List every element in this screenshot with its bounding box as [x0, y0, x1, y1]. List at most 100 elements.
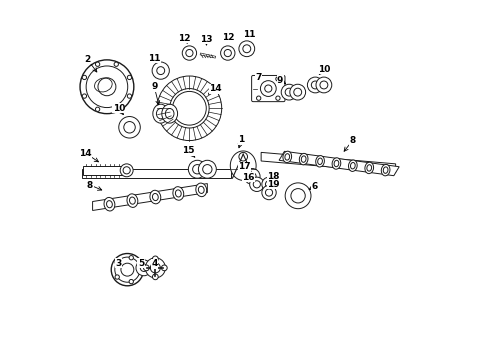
Circle shape: [182, 46, 196, 60]
Text: 16: 16: [242, 173, 254, 182]
Ellipse shape: [166, 108, 174, 119]
Ellipse shape: [106, 201, 112, 208]
Ellipse shape: [173, 187, 184, 200]
Polygon shape: [279, 151, 399, 176]
Text: 10: 10: [113, 104, 125, 113]
Circle shape: [157, 67, 165, 75]
Circle shape: [320, 81, 328, 89]
Ellipse shape: [381, 165, 390, 176]
Circle shape: [119, 117, 140, 138]
Text: 13: 13: [200, 35, 213, 44]
Circle shape: [262, 185, 276, 200]
Text: 4: 4: [151, 260, 158, 269]
Circle shape: [152, 62, 170, 79]
Ellipse shape: [383, 167, 388, 173]
Circle shape: [285, 183, 311, 209]
Circle shape: [86, 66, 128, 108]
Circle shape: [186, 49, 193, 57]
Circle shape: [265, 85, 272, 92]
Ellipse shape: [334, 160, 339, 167]
Circle shape: [172, 91, 206, 125]
Circle shape: [266, 181, 272, 188]
Circle shape: [239, 41, 255, 57]
Circle shape: [188, 160, 206, 178]
Text: 19: 19: [268, 180, 280, 189]
Text: 14: 14: [79, 149, 92, 158]
Circle shape: [239, 152, 247, 161]
Circle shape: [203, 165, 212, 174]
Circle shape: [281, 84, 297, 100]
Circle shape: [136, 260, 152, 276]
Polygon shape: [93, 184, 207, 211]
Text: 18: 18: [268, 172, 280, 181]
Text: 9: 9: [151, 82, 157, 91]
Circle shape: [253, 181, 260, 188]
Circle shape: [276, 77, 280, 81]
Text: 1: 1: [238, 135, 245, 144]
Circle shape: [115, 257, 140, 282]
Text: 12: 12: [221, 33, 234, 42]
Circle shape: [127, 75, 132, 80]
Circle shape: [123, 167, 130, 174]
Circle shape: [193, 165, 202, 174]
Circle shape: [152, 274, 158, 280]
Ellipse shape: [153, 104, 169, 123]
Circle shape: [115, 260, 120, 265]
Circle shape: [111, 253, 144, 286]
Circle shape: [82, 75, 87, 80]
Polygon shape: [82, 169, 231, 178]
Ellipse shape: [175, 190, 181, 197]
Circle shape: [198, 160, 216, 178]
Text: 10: 10: [318, 65, 330, 74]
Circle shape: [250, 177, 264, 192]
Circle shape: [80, 60, 134, 114]
Ellipse shape: [332, 158, 341, 169]
Ellipse shape: [318, 158, 322, 165]
Circle shape: [121, 263, 134, 276]
Text: 3: 3: [116, 259, 122, 268]
FancyBboxPatch shape: [252, 76, 285, 102]
Circle shape: [257, 77, 261, 81]
Circle shape: [161, 265, 167, 271]
Circle shape: [152, 256, 158, 262]
Circle shape: [285, 88, 293, 96]
Circle shape: [120, 164, 133, 177]
Circle shape: [138, 267, 142, 272]
Ellipse shape: [365, 162, 373, 174]
Ellipse shape: [367, 165, 371, 171]
Circle shape: [245, 168, 260, 184]
Text: 6: 6: [312, 181, 318, 190]
Circle shape: [294, 88, 302, 96]
Text: 2: 2: [84, 55, 90, 64]
Circle shape: [316, 77, 332, 93]
Circle shape: [248, 172, 256, 180]
Circle shape: [96, 107, 100, 112]
Ellipse shape: [162, 104, 177, 123]
Text: 14: 14: [209, 84, 222, 93]
Text: 9: 9: [277, 76, 283, 85]
Circle shape: [291, 189, 305, 203]
Circle shape: [115, 275, 120, 279]
Ellipse shape: [198, 186, 204, 193]
Ellipse shape: [285, 154, 290, 160]
Circle shape: [307, 77, 323, 93]
Circle shape: [266, 189, 272, 196]
Ellipse shape: [350, 162, 355, 169]
Ellipse shape: [104, 197, 115, 211]
Circle shape: [96, 62, 100, 66]
Circle shape: [150, 263, 160, 273]
Text: 11: 11: [148, 54, 161, 63]
Circle shape: [127, 94, 132, 98]
Ellipse shape: [283, 151, 292, 163]
Text: 8: 8: [349, 136, 356, 145]
Circle shape: [260, 81, 276, 96]
Text: 12: 12: [178, 34, 190, 43]
Text: 8: 8: [87, 180, 93, 189]
Ellipse shape: [196, 183, 207, 197]
Ellipse shape: [299, 153, 308, 165]
Circle shape: [220, 46, 235, 60]
Text: 15: 15: [182, 146, 195, 155]
Circle shape: [276, 96, 280, 100]
Circle shape: [262, 177, 276, 192]
Circle shape: [257, 96, 261, 100]
